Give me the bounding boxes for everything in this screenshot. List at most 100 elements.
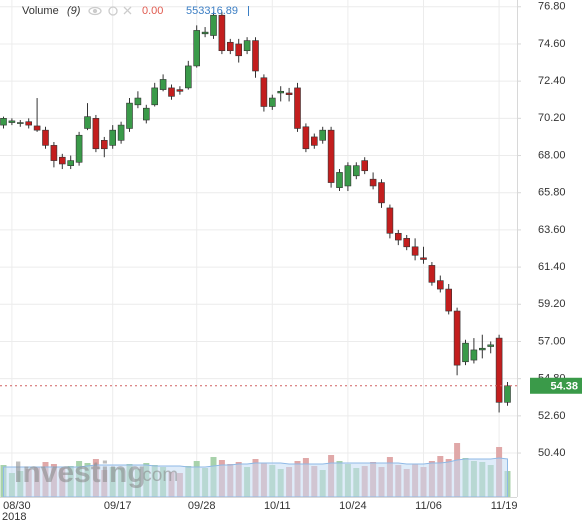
legend-period: (9) <box>67 5 81 17</box>
candle-body <box>285 92 293 95</box>
grid <box>0 0 517 497</box>
x-year-label: 2018 <box>2 511 26 522</box>
candle-body <box>33 125 41 131</box>
candle-body <box>420 257 427 260</box>
candle-body <box>67 160 74 166</box>
logo-name: Investing <box>14 456 146 489</box>
candle-body <box>327 129 335 183</box>
candle-body <box>411 246 419 256</box>
candle-body <box>436 280 444 290</box>
candle-body <box>168 87 175 97</box>
logo-suffix: .com <box>137 465 178 486</box>
legend-icons <box>88 6 132 16</box>
candle-body <box>159 79 167 90</box>
candle-body <box>453 310 461 366</box>
candle-body <box>243 40 251 52</box>
candle-body <box>185 65 192 89</box>
candle-body <box>504 385 511 403</box>
candle-body <box>126 102 133 129</box>
candle-body <box>403 238 411 248</box>
candle-body <box>58 156 66 165</box>
candle-body <box>218 14 226 52</box>
candle-body <box>0 118 7 126</box>
candle-body <box>487 344 495 347</box>
candle-body <box>235 43 242 57</box>
candle-body <box>462 342 469 363</box>
candle-body <box>344 165 352 187</box>
y-tick-label: 50.40 <box>538 447 566 459</box>
x-tick-label: 09/28 <box>188 500 216 512</box>
y-tick-label: 65.80 <box>538 187 566 199</box>
candle-body <box>227 41 234 52</box>
candles <box>0 11 511 413</box>
candle-body <box>428 265 436 283</box>
candle-body <box>361 160 369 172</box>
y-tick-label: 68.00 <box>538 149 566 161</box>
legend-value1: 0.00 <box>142 5 163 17</box>
y-tick-label: 63.60 <box>538 224 566 236</box>
y-tick-label: 70.20 <box>538 112 566 124</box>
candle-body <box>134 97 142 106</box>
eye-icon <box>88 6 102 16</box>
eye-pupil <box>92 8 98 14</box>
x-tick-label: 09/17 <box>104 500 132 512</box>
candle-body <box>478 347 486 351</box>
candle-body <box>369 178 377 187</box>
candle-body <box>25 121 33 126</box>
candle-body <box>294 87 301 129</box>
candle-body <box>151 87 158 106</box>
y-tick-label: 76.80 <box>538 1 566 13</box>
y-tick-label: 59.20 <box>538 298 566 310</box>
candle-body <box>101 140 108 150</box>
candle-body <box>92 118 100 150</box>
x-tick-label: 11/19 <box>491 500 518 512</box>
candle-body <box>277 90 285 94</box>
x-tick-label: 08/30 <box>3 500 31 512</box>
candle-body <box>75 134 83 163</box>
candle-body <box>42 129 49 146</box>
volume-layer <box>0 443 511 498</box>
candle-body <box>193 30 200 67</box>
candle-body <box>176 89 184 92</box>
y-tick-label: 72.40 <box>538 75 566 87</box>
y-tick-label: 57.00 <box>538 335 566 347</box>
logo: Investing .com <box>14 456 178 489</box>
candle-body <box>386 207 394 234</box>
y-tick-label: 74.60 <box>538 38 566 50</box>
candle-body <box>16 122 24 124</box>
gear-icon <box>108 6 118 16</box>
x-tick-label: 11/06 <box>415 500 442 512</box>
y-tick-label: 61.40 <box>538 261 566 273</box>
candle-body <box>310 136 318 146</box>
candle-body <box>445 288 453 312</box>
x-tick-label: 10/11 <box>264 500 291 512</box>
candle-body <box>394 232 402 241</box>
candle-body <box>109 129 116 146</box>
candle-body <box>378 182 385 204</box>
candle-body <box>84 116 91 129</box>
candle-body <box>117 124 125 141</box>
candle-body <box>260 77 268 107</box>
legend-value2: 553316.89 <box>186 5 238 17</box>
candle-body <box>319 129 327 141</box>
legend: Volume (9) 0.00 553316.89 <box>22 5 249 17</box>
candle-body <box>201 31 209 35</box>
volume-ma-area <box>3 457 508 498</box>
candle-body <box>470 349 478 361</box>
close-icon <box>123 6 132 15</box>
legend-label: Volume <box>22 5 59 17</box>
y-tick-label: 52.60 <box>538 410 566 422</box>
candle-body <box>143 107 150 121</box>
candle-body <box>8 120 16 123</box>
candle-body <box>495 337 503 403</box>
candle-body <box>336 172 343 188</box>
last-price-box <box>530 377 582 394</box>
candle-body <box>210 14 217 36</box>
last-price-label: 54.38 <box>550 381 578 393</box>
candle-body <box>352 165 360 177</box>
candle-body <box>50 145 58 161</box>
